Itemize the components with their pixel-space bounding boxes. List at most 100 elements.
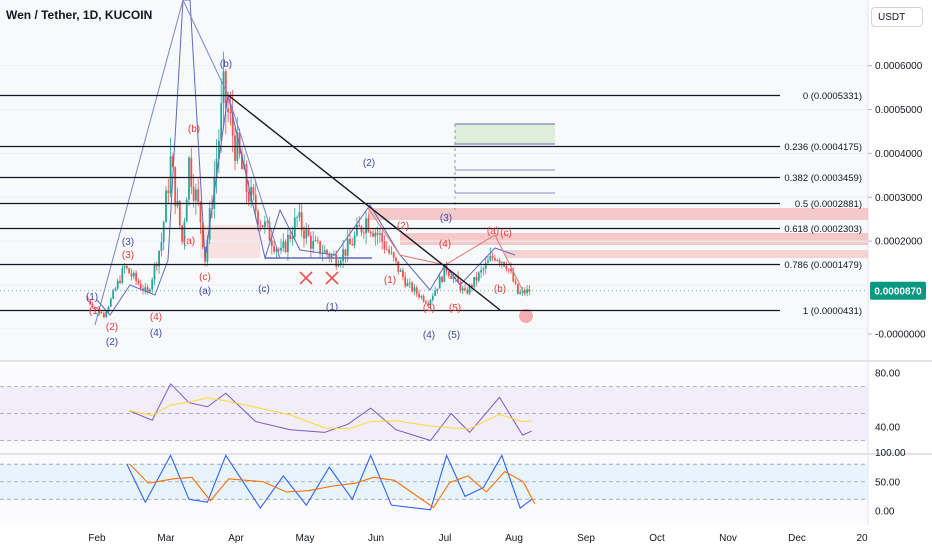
candle-body	[142, 288, 144, 291]
candle-body	[112, 290, 114, 299]
fib-level-label: 0.618 (0.0002303)	[784, 224, 862, 235]
candle-body	[319, 241, 321, 254]
time-tick-label: Feb	[88, 533, 106, 544]
time-tick-label: Jun	[368, 533, 384, 544]
candle-body	[172, 156, 174, 167]
wave-label-blue: (a)	[199, 286, 211, 297]
wave-label-red: (b)	[188, 124, 200, 135]
candle-body	[197, 189, 200, 203]
currency-selector[interactable]: USDT	[871, 7, 923, 27]
last-price-badge[interactable]	[870, 281, 926, 300]
candle-body	[128, 268, 131, 274]
candle-body	[146, 287, 149, 292]
candle-body	[385, 249, 388, 251]
candle-body	[383, 241, 386, 250]
wave-label-blue: (3)	[440, 213, 452, 224]
candle-body	[231, 112, 234, 136]
candle-body	[326, 250, 328, 255]
candle-body	[275, 249, 278, 252]
cross-marker	[325, 271, 339, 285]
candle-body	[337, 264, 340, 267]
candle-body	[93, 307, 96, 308]
candle-body	[158, 250, 160, 267]
candle-body	[273, 246, 275, 252]
candle-body	[464, 288, 466, 291]
candle-body	[96, 307, 98, 309]
candle-body	[489, 256, 492, 261]
candle-body	[119, 280, 121, 283]
candle-body	[429, 299, 432, 306]
candle-body	[280, 247, 282, 251]
stoch-tick-label: 100.00	[875, 448, 906, 459]
candle-body	[238, 132, 241, 155]
candle-body	[335, 254, 338, 267]
candle-body	[487, 260, 489, 264]
candle-body	[268, 222, 271, 241]
fib-level-label: 0.5 (0.0002881)	[795, 199, 862, 210]
candle-body	[399, 270, 402, 272]
candle-body	[261, 225, 264, 228]
candle-body	[496, 260, 499, 261]
resistance-zone	[368, 208, 868, 220]
candle-body	[264, 221, 266, 228]
price-tick-label: -0.0000000	[875, 330, 926, 341]
candle-body	[505, 266, 508, 269]
candle-body	[365, 218, 367, 234]
candle-body	[293, 217, 296, 237]
candle-body	[126, 266, 128, 269]
target-marker	[519, 309, 533, 323]
candle-body	[517, 283, 519, 294]
rsi-ma-line	[129, 397, 532, 430]
candle-body	[155, 264, 158, 267]
candle-body	[107, 306, 110, 312]
candle-body	[206, 239, 209, 262]
candle-body	[461, 288, 464, 291]
candle-body	[135, 272, 137, 281]
candle-body	[89, 300, 91, 305]
candle-body	[284, 241, 287, 252]
candle-body	[406, 283, 409, 287]
candle-body	[480, 270, 482, 273]
candle-body	[160, 242, 163, 251]
candle-body	[349, 238, 351, 245]
trend-line	[227, 94, 501, 311]
candle-body	[475, 276, 478, 281]
candle-body	[353, 235, 356, 246]
resistance-zone	[505, 250, 868, 258]
candle-body	[510, 269, 512, 272]
fib-level-label: 0.382 (0.0003459)	[784, 173, 862, 184]
candle-body	[174, 166, 177, 207]
main-pane-bg	[0, 0, 868, 360]
candle-body	[181, 225, 183, 242]
candle-body	[132, 272, 135, 277]
candle-body	[86, 298, 89, 301]
candle-body	[241, 154, 243, 170]
candle-body	[362, 232, 365, 234]
candle-body	[250, 187, 252, 202]
candle-body	[215, 158, 218, 178]
candle-body	[521, 290, 524, 293]
candle-body	[287, 234, 289, 252]
candle-body	[358, 224, 361, 227]
candle-body	[339, 261, 342, 265]
candle-body	[402, 270, 404, 278]
time-tick-label: 20	[856, 533, 868, 544]
candle-body	[457, 275, 459, 283]
wave-label-red: (3)	[122, 250, 134, 261]
candle-body	[153, 264, 156, 280]
wave-label-red: (2)	[397, 221, 409, 232]
wave-label-red: (3)	[423, 303, 435, 314]
candle-body	[443, 265, 446, 282]
candle-body	[379, 233, 381, 235]
candle-body	[360, 226, 363, 233]
candle-body	[523, 290, 526, 294]
candle-body	[500, 262, 503, 264]
cross-marker	[299, 271, 313, 285]
wave-label-blue: (b)	[220, 59, 232, 70]
candle-body	[199, 202, 202, 223]
time-tick-label: Sep	[577, 533, 595, 544]
candle-body	[169, 156, 172, 194]
candle-body	[296, 217, 298, 218]
